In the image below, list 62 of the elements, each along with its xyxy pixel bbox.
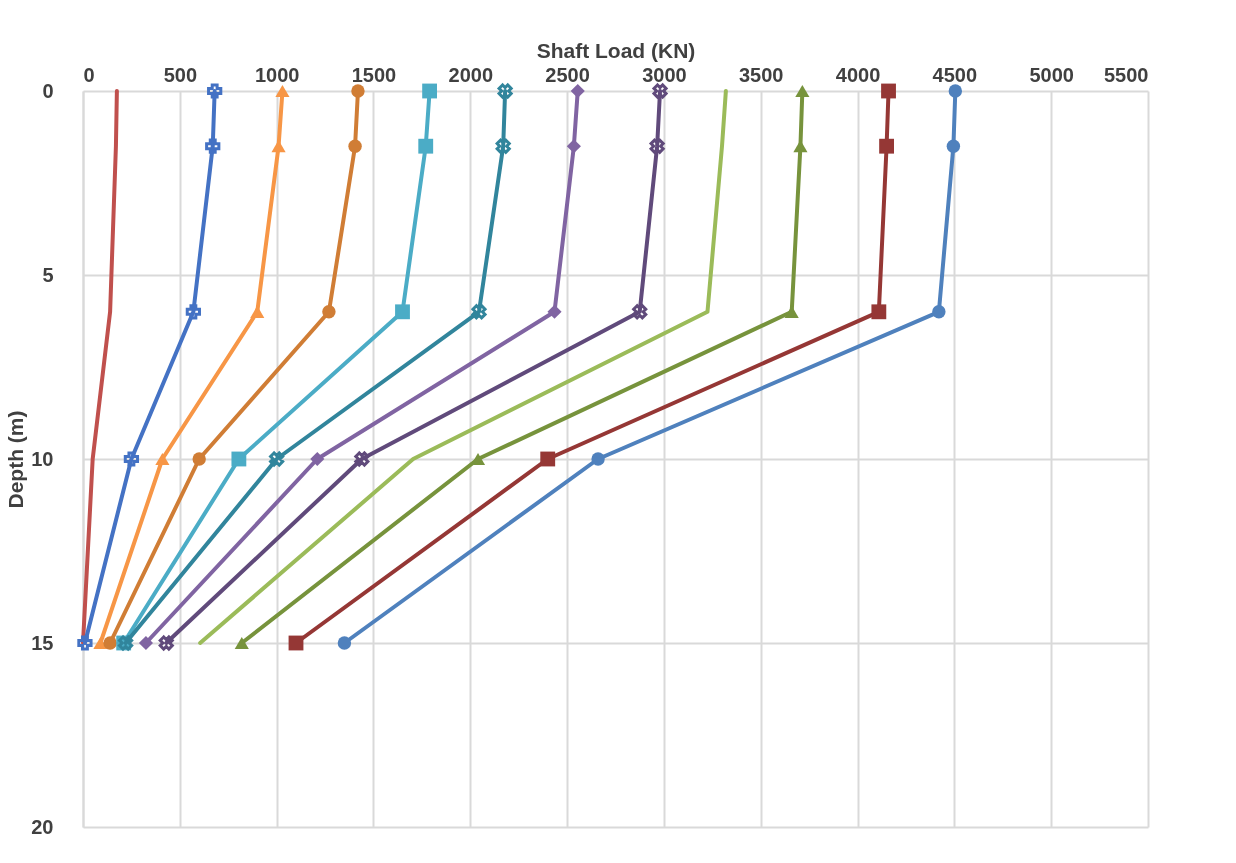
point	[354, 451, 370, 467]
x-tick-label: 4000	[835, 63, 881, 86]
x-tick-label: 4500	[932, 63, 978, 86]
x-tick-label: 1000	[254, 63, 300, 86]
point	[495, 138, 511, 154]
point	[418, 138, 434, 154]
point	[158, 635, 174, 651]
y-tick-label: 0	[42, 79, 54, 102]
point	[652, 83, 668, 99]
point	[946, 139, 961, 153]
point	[879, 138, 895, 154]
point	[192, 452, 206, 466]
point	[322, 305, 336, 319]
line-series	[198, 89, 728, 645]
point	[123, 451, 140, 467]
point	[932, 305, 946, 319]
point	[570, 83, 585, 99]
point	[948, 84, 963, 98]
point	[497, 83, 513, 99]
point	[348, 139, 362, 153]
point	[881, 83, 896, 99]
point	[632, 304, 648, 320]
point	[395, 304, 410, 320]
point	[471, 304, 487, 320]
y-tick-label: 15	[31, 631, 54, 654]
y-tick-label: 5	[42, 263, 54, 286]
point	[351, 84, 365, 98]
x-tick-label: 2000	[448, 63, 494, 86]
point	[138, 635, 153, 651]
x-tick-label: 5500	[1104, 63, 1149, 86]
x-axis-title: Shaft Load (KN)	[536, 38, 696, 62]
point	[795, 84, 810, 98]
x-tick-label: 3000	[642, 63, 687, 86]
point	[337, 636, 352, 650]
point	[155, 452, 170, 466]
x-tick-label: 0	[83, 63, 95, 86]
point	[231, 451, 247, 467]
point	[793, 140, 808, 153]
x-tick-label: 1500	[351, 63, 397, 86]
point	[422, 83, 438, 99]
x-tick-label: 2500	[545, 63, 590, 86]
y-axis-title: Depth (m)	[4, 410, 28, 509]
point	[591, 452, 605, 466]
point	[207, 83, 223, 99]
point	[205, 138, 221, 154]
point	[566, 139, 581, 154]
point	[275, 84, 290, 98]
point	[649, 138, 665, 154]
point	[310, 451, 325, 467]
point	[547, 304, 562, 319]
y-tick-label: 20	[31, 815, 54, 838]
point	[185, 304, 201, 320]
x-tick-label: 3500	[738, 63, 784, 86]
point	[103, 636, 117, 650]
x-tick-label: 500	[163, 63, 198, 86]
point	[77, 635, 93, 651]
point	[234, 636, 249, 650]
point	[269, 451, 285, 467]
point	[540, 451, 556, 467]
point	[871, 304, 887, 320]
x-tick-label: 5000	[1029, 63, 1074, 86]
y-tick-label: 10	[31, 447, 54, 470]
